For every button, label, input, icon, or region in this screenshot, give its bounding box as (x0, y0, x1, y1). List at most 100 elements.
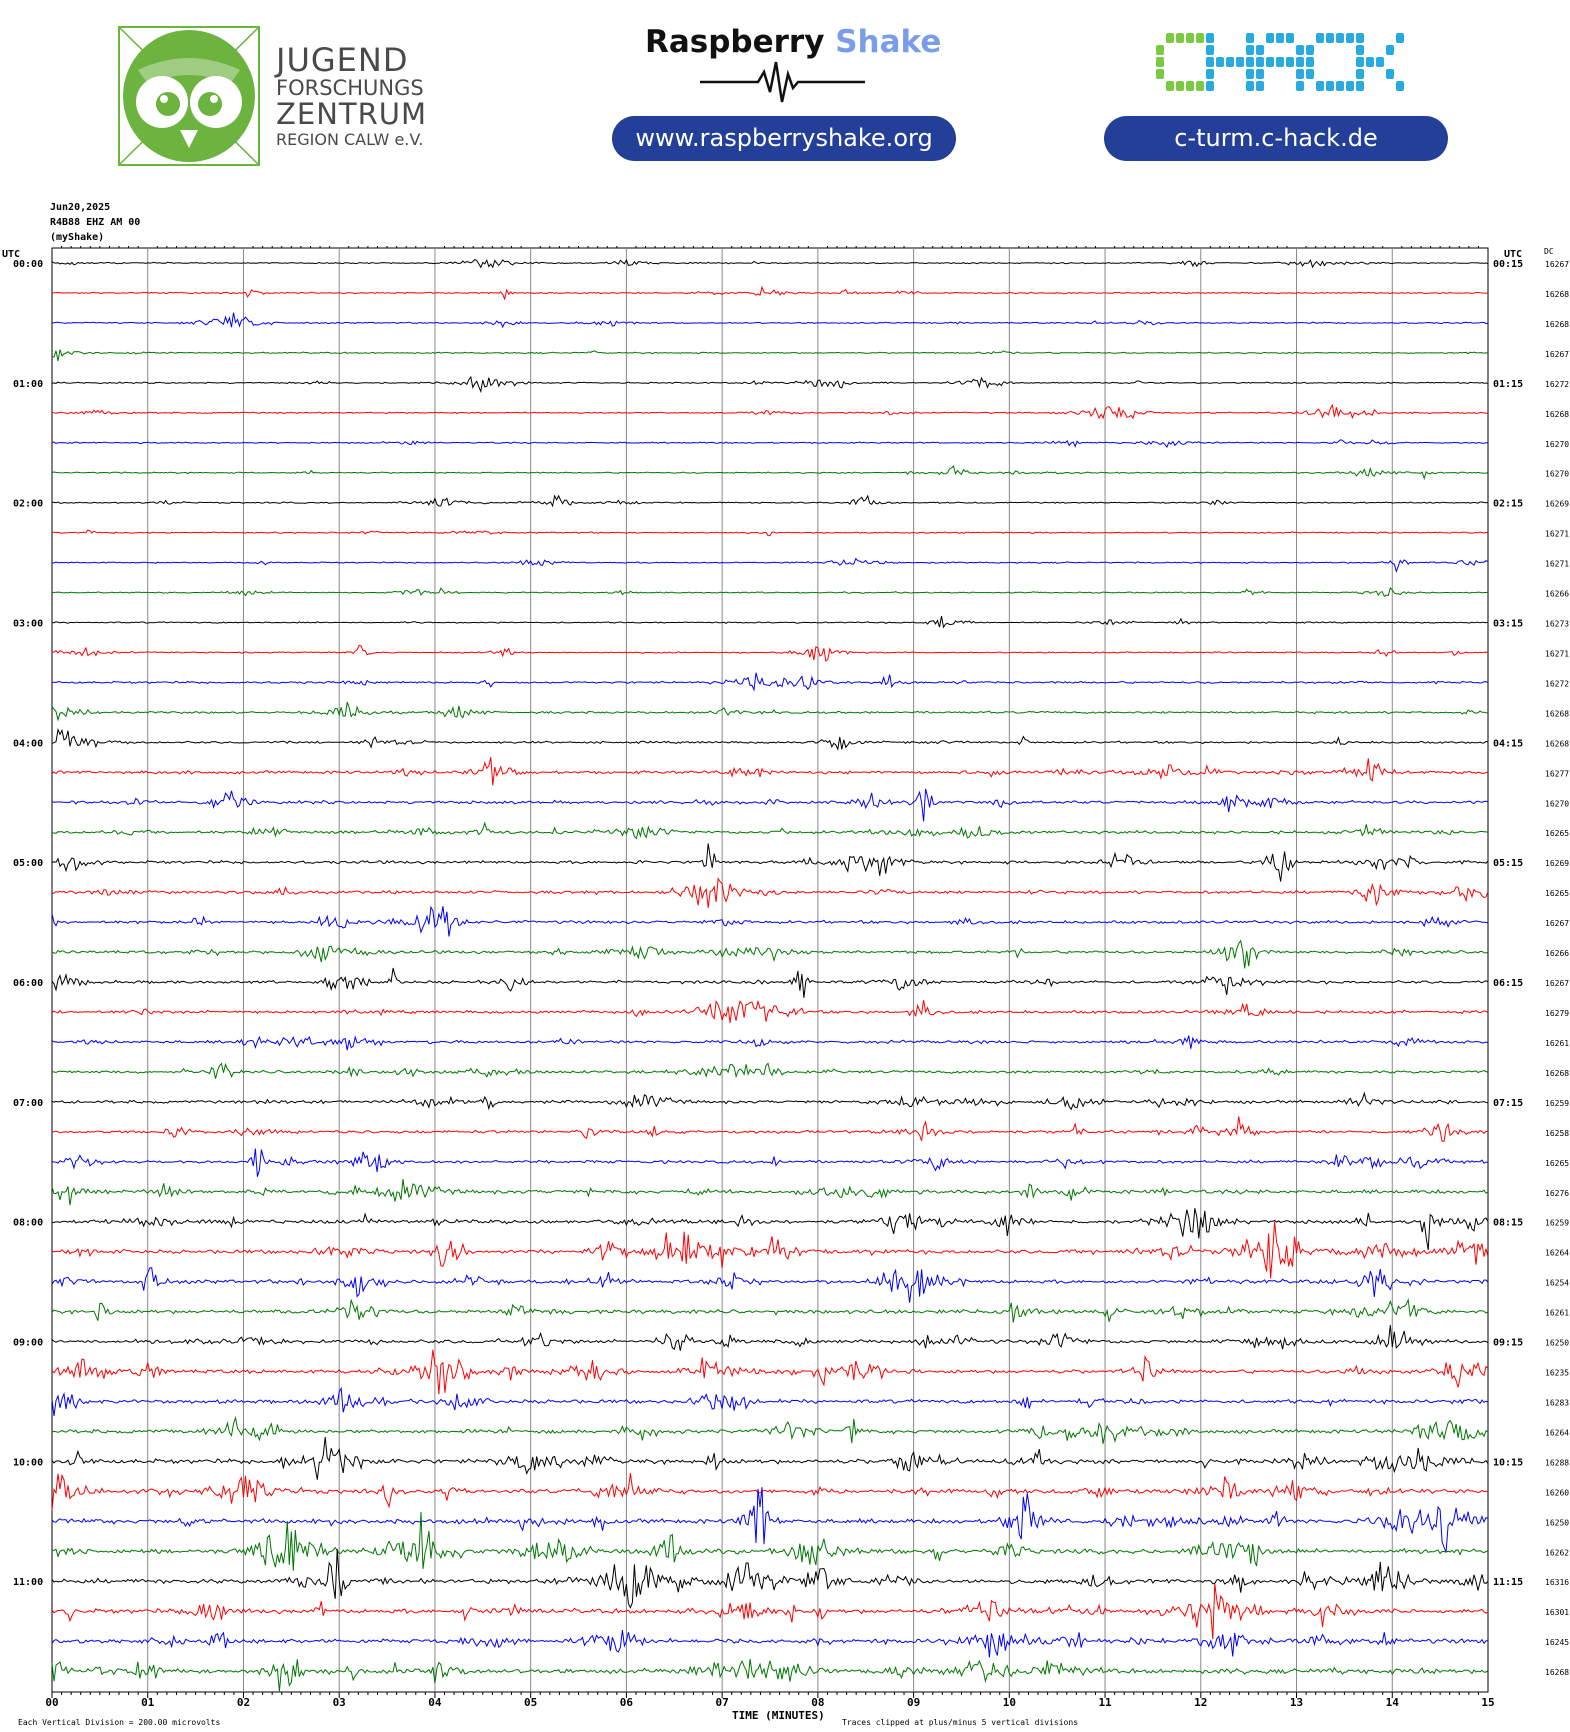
seismic-trace (51, 616, 1489, 629)
dc-value-label: 16268 (1545, 1668, 1569, 1677)
left-hour-label: 06:00 (13, 978, 43, 989)
seismic-trace (51, 905, 1489, 937)
seismic-trace (51, 557, 1489, 574)
chack-pixel (1186, 33, 1194, 43)
chack-pixel (1156, 45, 1164, 55)
chack-pixel (1246, 45, 1254, 55)
seismic-trace (51, 403, 1489, 420)
right-hour-label: 01:15 (1493, 379, 1523, 390)
left-hour-label: 01:00 (13, 379, 43, 390)
scale-note: Each Vertical Division = 200.00 microvol… (18, 1718, 221, 1727)
seismic-trace (51, 1091, 1489, 1111)
chack-pixel (1336, 81, 1344, 91)
chart-station: R4B88 EHZ AM 00 (50, 217, 141, 228)
right-hour-label: 00:15 (1493, 259, 1523, 270)
dc-value-label: 16268 (1545, 320, 1569, 329)
raspberry-word: Raspberry (645, 24, 825, 60)
right-hour-label: 10:15 (1493, 1457, 1523, 1468)
seismic-trace (51, 586, 1489, 598)
chack-pixel (1206, 69, 1214, 79)
chack-pixel (1306, 69, 1314, 79)
header: JUGEND FORSCHUNGS ZENTRUM REGION CALW e.… (0, 0, 1570, 190)
dc-value-label: 16270 (1545, 440, 1569, 449)
jfz-line3: ZENTRUM (276, 97, 427, 131)
left-hour-label: 04:00 (13, 738, 43, 749)
right-hour-label: 03:15 (1493, 619, 1523, 630)
seismic-trace (51, 349, 1489, 362)
dc-value-label: 16267 (1545, 350, 1569, 359)
dc-value-label: 16261 (1545, 1309, 1569, 1318)
x-tick-label: 03 (333, 1696, 346, 1709)
seismic-trace (51, 1208, 1489, 1251)
chack-url-link[interactable]: c-turm.c-hack.de (1104, 116, 1448, 161)
x-tick-label: 14 (1386, 1696, 1400, 1709)
seismic-trace (52, 821, 1489, 840)
seismic-trace (51, 1116, 1489, 1142)
raspberry-shake-title: Raspberry Shake (645, 24, 941, 60)
chack-pixel (1256, 45, 1264, 55)
chack-pixel (1296, 69, 1304, 79)
right-hour-label: 08:15 (1493, 1218, 1523, 1229)
dc-value-label: 16259 (1545, 1099, 1569, 1108)
chack-pixel (1156, 69, 1164, 79)
chack-pixel (1186, 81, 1194, 91)
chack-pixel (1356, 33, 1364, 43)
jfz-line2: FORSCHUNGS (276, 76, 424, 100)
x-tick-label: 11 (1098, 1696, 1112, 1709)
chack-pixel (1276, 33, 1284, 43)
chack-pixel (1346, 81, 1354, 91)
chack-pixel (1236, 57, 1244, 67)
chack-pixel (1266, 33, 1274, 43)
chack-pixel (1366, 57, 1374, 67)
chack-pixel (1256, 69, 1264, 79)
dc-value-label: 16273 (1545, 620, 1569, 629)
x-tick-label: 08 (811, 1696, 824, 1709)
chack-pixel (1386, 69, 1394, 79)
seismic-trace (51, 1267, 1489, 1303)
seismic-trace (51, 1386, 1489, 1417)
left-hour-label: 10:00 (13, 1457, 43, 1468)
dc-value-label: 16268 (1545, 1069, 1569, 1078)
chack-pixel (1286, 57, 1294, 67)
left-hour-label: 11:00 (13, 1577, 43, 1588)
left-hour-label: 03:00 (13, 619, 43, 630)
jfz-line4: REGION CALW e.V. (276, 130, 424, 149)
seismic-trace (51, 1583, 1489, 1640)
seismic-trace (51, 999, 1489, 1024)
seismic-trace (51, 1487, 1489, 1553)
seismic-trace (51, 1473, 1489, 1511)
x-axis-title: TIME (MINUTES) (732, 1709, 825, 1722)
seismic-trace (51, 439, 1488, 448)
left-hour-label: 07:00 (13, 1098, 43, 1109)
right-hour-label: 02:15 (1493, 499, 1523, 510)
chack-pixel (1316, 81, 1324, 91)
chack-pixel (1346, 33, 1354, 43)
right-hour-label: 05:15 (1493, 858, 1523, 869)
shake-word: Shake (835, 24, 942, 60)
x-tick-label: 01 (141, 1696, 155, 1709)
seismic-trace (51, 756, 1489, 786)
chack-pixel (1326, 33, 1334, 43)
chack-pixel (1326, 81, 1334, 91)
dc-value-label: 16288 (1545, 1458, 1569, 1467)
seismic-trace (51, 312, 1489, 329)
dc-value-label: 16271 (1545, 530, 1569, 539)
dc-column-title: DC (1544, 247, 1554, 256)
left-hour-label: 08:00 (13, 1218, 43, 1229)
dc-value-label: 16259 (1545, 1219, 1569, 1228)
raspberryshake-url-link[interactable]: www.raspberryshake.org (612, 116, 956, 161)
x-tick-label: 12 (1194, 1696, 1207, 1709)
seismic-trace (51, 529, 1489, 537)
jfz-line1: JUGEND (276, 41, 409, 79)
chack-pixel (1196, 81, 1204, 91)
seismic-wave-icon (700, 61, 865, 103)
dc-value-label: 16301 (1545, 1608, 1569, 1617)
dc-value-label: 16265 (1545, 1159, 1569, 1168)
dc-value-label: 16264 (1545, 1249, 1569, 1258)
chack-pixel (1226, 57, 1234, 67)
chack-pixel (1246, 69, 1254, 79)
chack-pixel (1356, 69, 1364, 79)
chack-pixel (1356, 57, 1364, 67)
chack-pixel (1246, 33, 1254, 43)
right-axis-title: UTC (1504, 249, 1522, 260)
